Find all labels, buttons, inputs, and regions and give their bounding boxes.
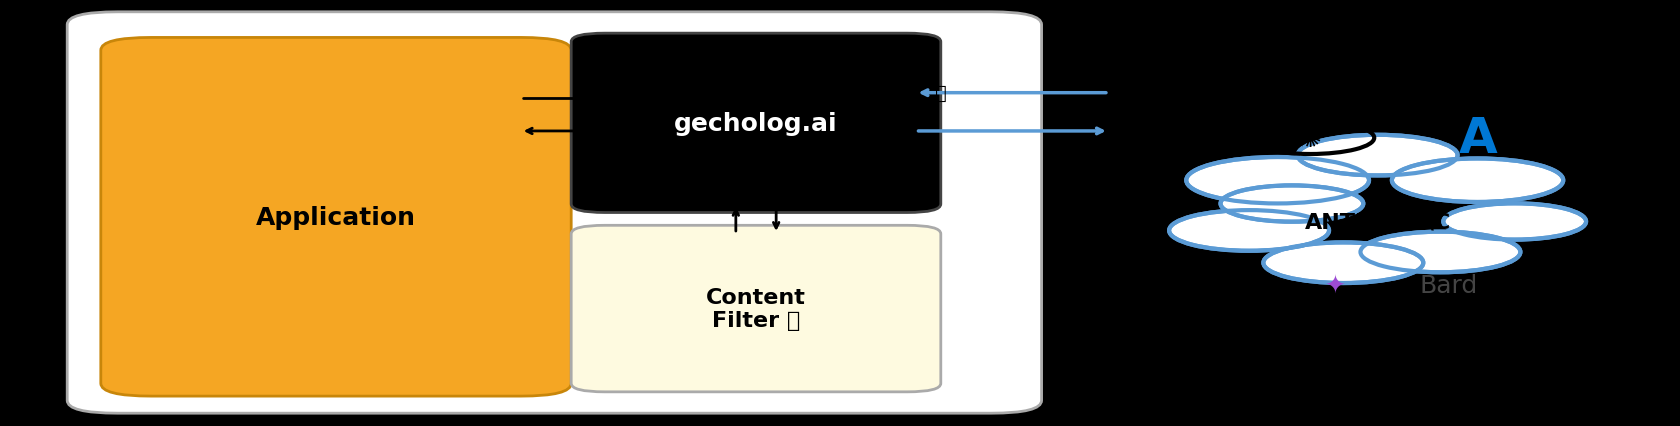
- Text: Application: Application: [255, 205, 417, 229]
- Text: gecholog.ai: gecholog.ai: [674, 112, 838, 135]
- FancyBboxPatch shape: [67, 13, 1042, 413]
- FancyBboxPatch shape: [571, 226, 941, 392]
- FancyBboxPatch shape: [571, 34, 941, 213]
- Text: A: A: [1458, 115, 1499, 162]
- Text: ANTHROP\C: ANTHROP\C: [1304, 212, 1452, 231]
- Text: Bard: Bard: [1420, 273, 1478, 297]
- Text: Content
Filter ⛔: Content Filter ⛔: [706, 287, 806, 331]
- Text: 🚫: 🚫: [936, 84, 946, 103]
- Text: ✺: ✺: [1299, 124, 1322, 153]
- Text: ✦: ✦: [1285, 118, 1319, 155]
- FancyBboxPatch shape: [101, 38, 571, 396]
- Text: ✦: ✦: [1326, 273, 1346, 297]
